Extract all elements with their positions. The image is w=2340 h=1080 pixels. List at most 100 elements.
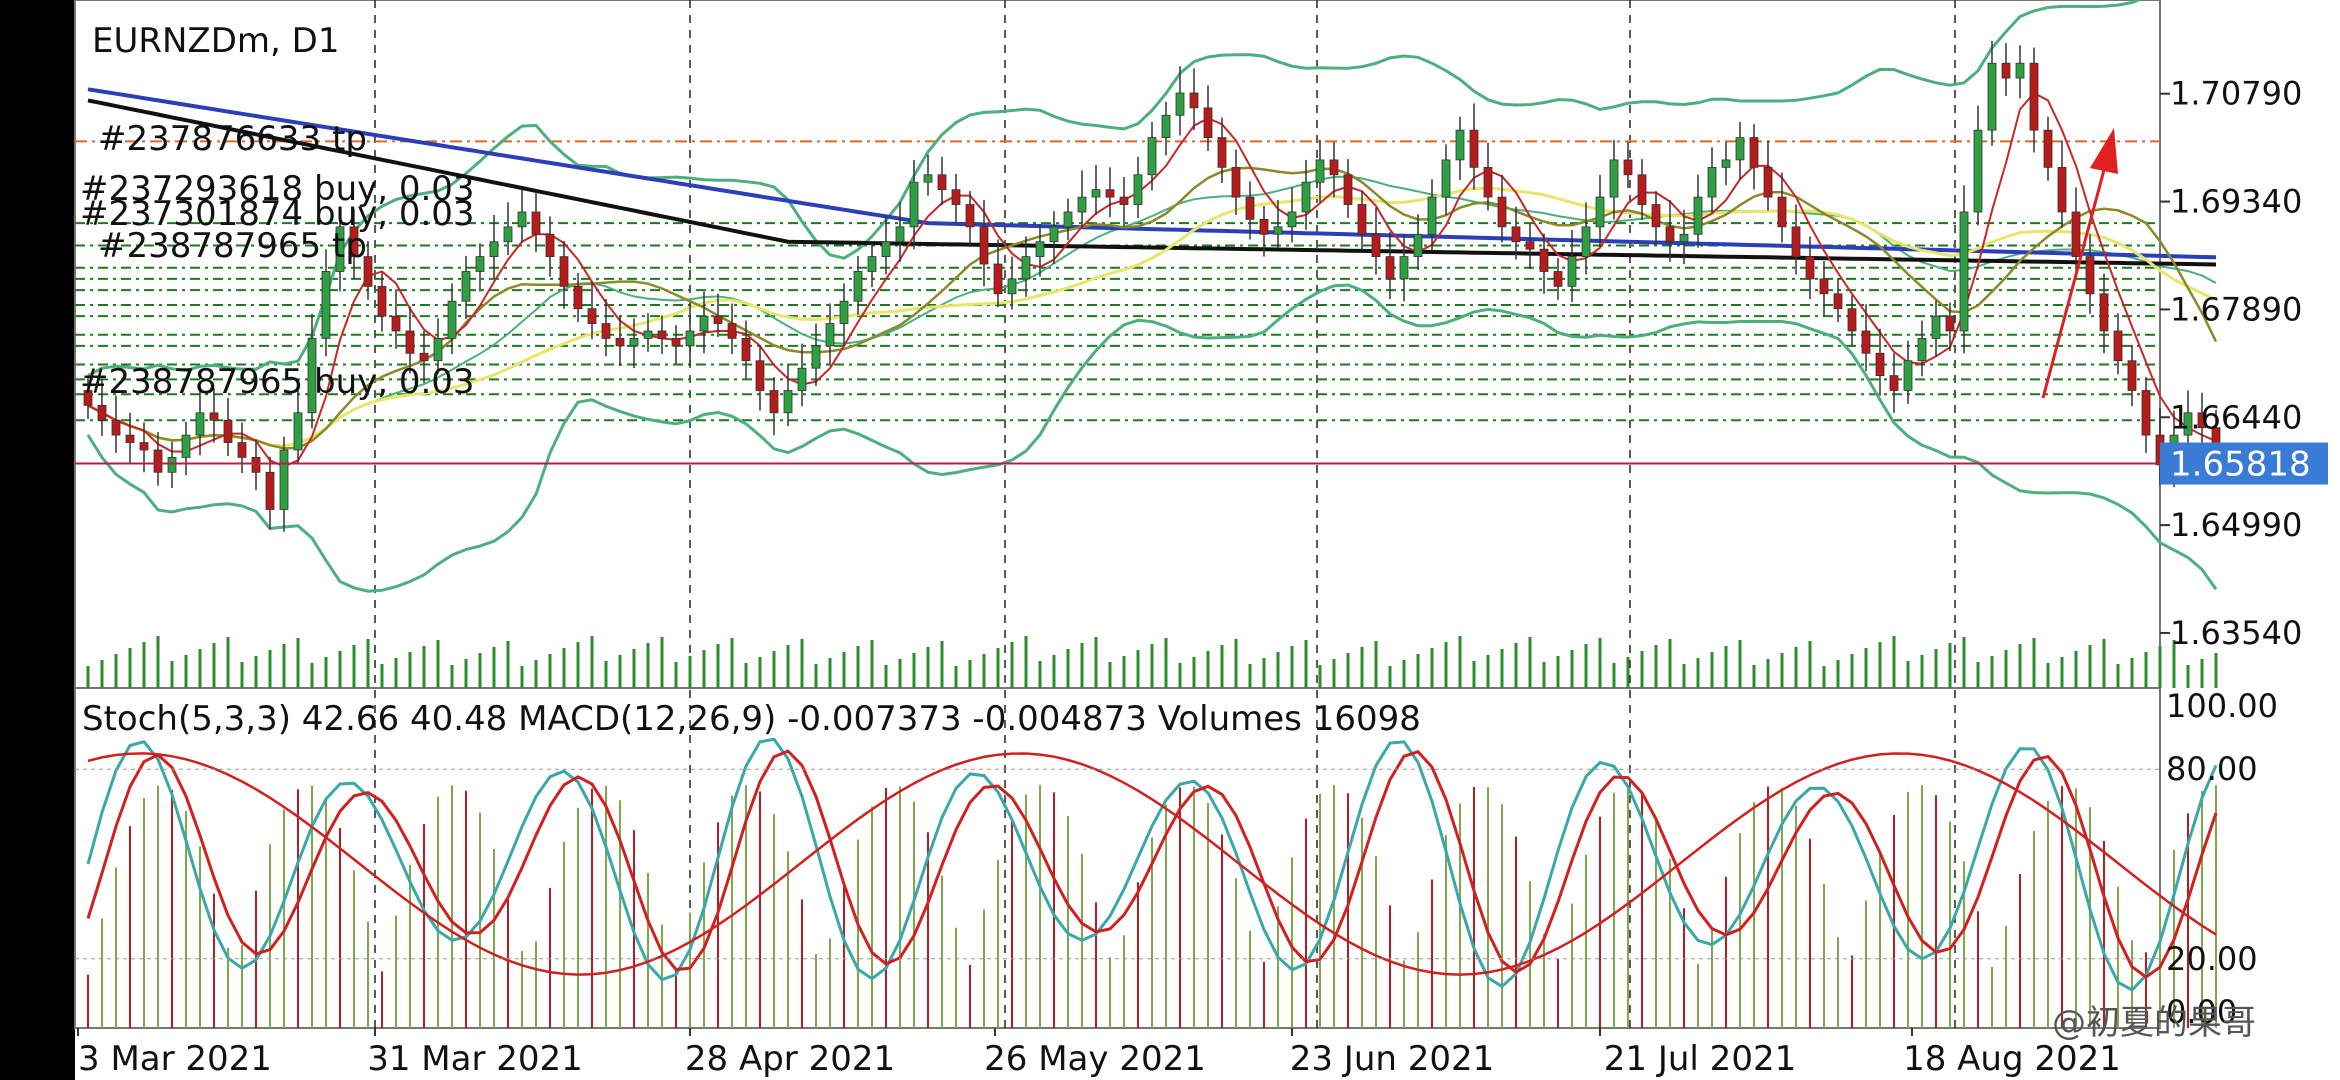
candle-body: [671, 338, 681, 347]
candle-body: [937, 174, 947, 191]
candle-body: [811, 345, 821, 369]
candle-body: [629, 338, 639, 347]
candle-body: [1931, 315, 1941, 339]
candle-body: [1567, 256, 1577, 287]
candle-body: [2057, 166, 2067, 213]
date-tick-label: 23 Jun 2021: [1290, 1039, 1495, 1079]
candle-body: [1217, 137, 1227, 168]
candle-body: [1441, 159, 1451, 198]
candle-body: [1987, 62, 1997, 131]
candle-body: [433, 338, 443, 362]
candle-body: [531, 211, 541, 235]
candle-body: [1007, 278, 1017, 295]
price-tick-label: 1.64990: [2170, 506, 2302, 544]
candle-body: [1735, 137, 1745, 161]
order-label-tp-1[interactable]: #237876633 tp: [98, 119, 367, 159]
price-axis-ticks: 1.70790 1.69340 1.67890 1.66440 1.64990 1.635…: [2160, 75, 2302, 652]
candle-body: [1287, 211, 1297, 228]
candle-body: [1049, 226, 1059, 243]
candle-body: [2001, 62, 2011, 79]
order-label-tp-2[interactable]: #238787965 tp: [98, 226, 367, 266]
candle-body: [741, 338, 751, 362]
date-tick-label: 18 Aug 2021: [1903, 1039, 2121, 1079]
stoch-signal-line: [86, 749, 2218, 979]
main-price-panel[interactable]: [74, 0, 2161, 689]
ma-yellow: [87, 186, 2217, 448]
candle-body: [125, 434, 135, 443]
ma-olive: [87, 166, 2218, 450]
candle-body: [265, 471, 275, 510]
order-label-buy-3[interactable]: #238787965 buy, 0.03: [80, 362, 475, 402]
candle-body: [517, 211, 527, 228]
candle-body: [1329, 159, 1339, 176]
candle-body: [419, 352, 429, 362]
candle-body: [895, 226, 905, 243]
candle-body: [1175, 92, 1185, 116]
indicator-tick-label: 0.00: [2166, 993, 2237, 1031]
candle-body: [153, 449, 163, 473]
candle-body: [797, 367, 807, 391]
candle-body: [1973, 129, 1983, 213]
period-separators: [374, 0, 1956, 1028]
candle-body: [1623, 159, 1633, 176]
order-label-buy-2[interactable]: #237301874 buy, 0.03: [80, 194, 475, 234]
candle-body: [1455, 129, 1465, 161]
candle-body: [1609, 159, 1619, 198]
volume-histogram: [86, 636, 2218, 688]
date-axis-ticks: 3 Mar 2021 31 Mar 2021 28 Apr 2021 26 May 2…: [77, 1028, 2121, 1079]
price-tick-label: 1.69340: [2170, 183, 2302, 221]
candle-body: [1721, 159, 1731, 168]
candle-body: [839, 300, 849, 324]
candle-body: [447, 300, 457, 339]
candle-body: [713, 315, 723, 324]
candle-body: [1945, 315, 1955, 332]
red-arrow-head[interactable]: [2090, 128, 2118, 174]
red-arrow-shaft[interactable]: [2041, 154, 2110, 399]
candle-body: [167, 457, 177, 473]
candle-body: [1651, 204, 1661, 228]
indicator-panel[interactable]: [74, 687, 2161, 1029]
indicator-tick-label: 100.00: [2166, 687, 2278, 725]
candle-body: [1889, 375, 1899, 391]
candle-body: [1693, 196, 1703, 235]
candle-body: [1385, 256, 1395, 280]
candle-body: [293, 412, 303, 451]
candle-body: [1245, 196, 1255, 220]
macd-line: [87, 752, 2217, 976]
candle-body: [1469, 129, 1479, 168]
candle-body: [1511, 226, 1521, 243]
candle-body: [2127, 360, 2137, 391]
candle-body: [2085, 256, 2095, 295]
candle-body: [601, 323, 611, 339]
candle-body: [2071, 211, 2081, 258]
candle-body: [657, 330, 667, 339]
candle-body: [2141, 390, 2151, 436]
candle-body: [1819, 278, 1829, 295]
candle-body: [1777, 196, 1787, 228]
candle-body: [83, 390, 93, 406]
candle-body: [1791, 226, 1801, 258]
candle-body: [1105, 189, 1115, 198]
candle-body: [1959, 211, 1969, 332]
candle-body: [587, 308, 597, 324]
candlesticks: [83, 40, 2221, 532]
bollinger-lower: [86, 283, 2218, 593]
date-tick-label: 31 Mar 2021: [367, 1039, 583, 1079]
price-tick-label: 1.66440: [2170, 398, 2302, 436]
candle-body: [391, 315, 401, 332]
order-label-buy-1[interactable]: #237293618 buy, 0.03: [80, 169, 475, 209]
candle-body: [1595, 196, 1605, 228]
candle-body: [1679, 233, 1689, 243]
oscillator-series: [75, 737, 2218, 1028]
candle-body: [825, 323, 835, 347]
price-tick-label: 1.67890: [2170, 290, 2302, 328]
ma-blue: [87, 87, 2217, 260]
candle-body: [2015, 62, 2025, 79]
candle-body: [1833, 293, 1843, 310]
candle-body: [769, 390, 779, 414]
symbol-title: EURNZDm, D1: [92, 21, 339, 61]
candle-body: [1483, 166, 1493, 198]
candle-body: [1875, 352, 1885, 377]
candle-body: [307, 338, 317, 414]
